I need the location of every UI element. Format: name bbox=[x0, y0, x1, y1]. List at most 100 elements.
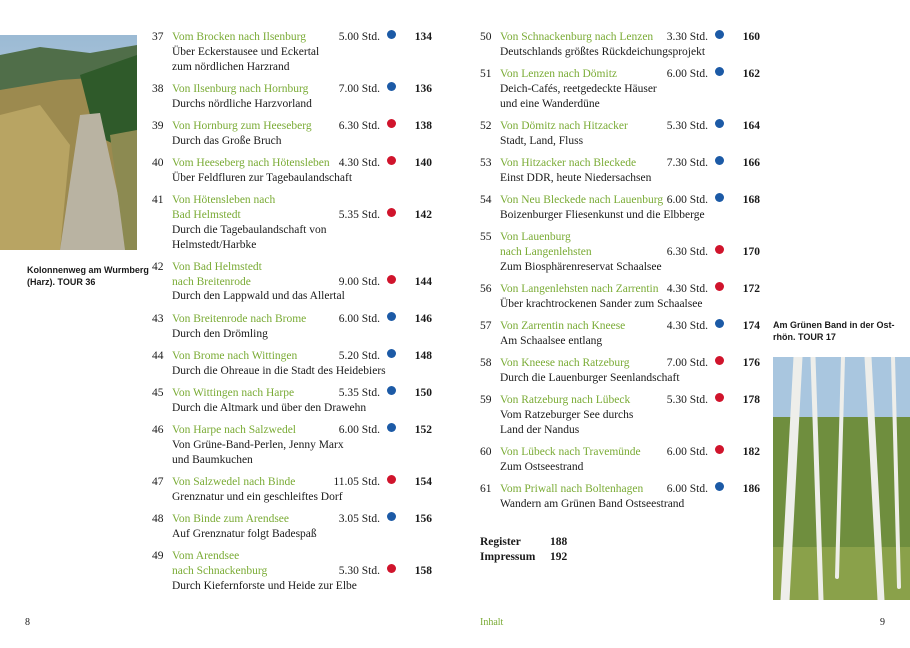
title-line: Von Neu Bleckede nach Lauenburg bbox=[500, 194, 664, 207]
photo-right bbox=[773, 357, 910, 600]
label: Register bbox=[480, 536, 521, 548]
tour-number: 44 bbox=[152, 349, 164, 362]
tour-title: Von Lenzen nach Dömitz bbox=[500, 67, 760, 82]
duration: 9.00 Std. bbox=[338, 275, 380, 288]
tour-meta: 4.30 Std. 174 bbox=[667, 319, 760, 334]
duration: 6.00 Std. bbox=[666, 483, 708, 496]
difficulty-dot bbox=[715, 319, 724, 329]
toc-entry: 56 Von Langenlehsten nach Zarrentin 4.30 S… bbox=[480, 282, 760, 312]
tour-meta: 7.00 Std. 176 bbox=[667, 356, 760, 371]
duration: 5.30 Std. bbox=[666, 119, 708, 132]
duration: 5.35 Std. bbox=[338, 208, 380, 221]
description-line: Durch die Altmark und über den Drawehn bbox=[172, 401, 367, 414]
toc-entry: 48 Von Binde zum Arendsee 3.05 Std. 156 Auf … bbox=[152, 511, 432, 542]
tour-title: Von Ilsenburg nach Hornburg bbox=[172, 82, 432, 97]
title-line: Von Zarrentin nach Kneese bbox=[500, 320, 626, 333]
tour-title: Von Kneese nach Ratzeburg bbox=[500, 356, 760, 371]
description-line: Durch die Ohreaue in die Stadt des Heide… bbox=[172, 364, 386, 377]
tour-description: Boizenburger Fliesenkunst und die Elbber… bbox=[500, 208, 760, 223]
page-number: 9 bbox=[880, 617, 885, 628]
title-line: Vom Brocken nach Ilsenburg bbox=[172, 31, 307, 43]
difficulty-dot bbox=[715, 244, 724, 254]
description-line: Über krachtrockenen Sander zum Schaalsee bbox=[500, 297, 703, 310]
page-number: 144 bbox=[414, 275, 432, 288]
tour-description: Durch die Altmark und über den Drawehn bbox=[172, 401, 432, 416]
difficulty-dot bbox=[715, 118, 724, 128]
toc-entry: 46 Von Harpe nach Salzwedel 6.00 Std. 152 Vo… bbox=[152, 422, 432, 467]
caption-left: Kolonnenweg am Wurmberg (Harz). TOUR 36 bbox=[27, 264, 149, 288]
description-line: Durchs nördliche Harzvorland bbox=[172, 97, 312, 110]
difficulty-dot bbox=[715, 282, 724, 292]
tour-number: 60 bbox=[480, 446, 492, 459]
description-line: Durch die Tagebaulandschaft von bbox=[172, 223, 327, 236]
toc-entry: 54 Von Neu Bleckede nach Lauenburg 6.00 St… bbox=[480, 193, 760, 223]
toc-entry: 53 Von Hitzacker nach Bleckede 7.30 Std. 16… bbox=[480, 155, 760, 186]
title-line: Bad Helmstedt bbox=[172, 208, 241, 221]
tour-number: 40 bbox=[152, 157, 164, 170]
duration: 6.00 Std. bbox=[338, 312, 380, 325]
difficulty-dot bbox=[715, 482, 724, 492]
tour-number: 59 bbox=[480, 394, 492, 407]
title-line: Von Schnackenburg nach Lenzen bbox=[500, 31, 654, 43]
duration: 5.20 Std. bbox=[338, 349, 380, 362]
tour-meta: 5.30 Std. 164 bbox=[666, 118, 760, 134]
toc-entry: 47 Von Salzwedel nach Binde 11.05 Std. 154 G… bbox=[152, 474, 432, 505]
title-line: nach Schnackenburg bbox=[172, 564, 268, 577]
tour-number: 51 bbox=[480, 68, 492, 81]
tour-description: Am Schaalsee entlang bbox=[500, 334, 760, 349]
page-number: 160 bbox=[742, 31, 760, 43]
tour-number: 38 bbox=[152, 82, 164, 95]
description-line: Grenznatur und ein geschleiftes Dorf bbox=[172, 490, 343, 503]
tour-title: Vom Brocken nach Ilsenburg bbox=[172, 30, 432, 45]
toc-entry: 44 Von Brome nach Wittingen 5.20 Std. 148 Du… bbox=[152, 348, 432, 379]
tour-number: 43 bbox=[152, 312, 164, 325]
tour-description: Durch die Tagebaulandschaft von Helmstedt… bbox=[172, 223, 432, 253]
tour-title: Vom Arendsee nach Schnackenburg bbox=[172, 549, 432, 579]
tour-number: 41 bbox=[152, 194, 164, 207]
tour-meta: 6.00 Std. 152 bbox=[339, 422, 432, 438]
description-line: Durch Kiefernforste und Heide zur Elbe bbox=[172, 579, 357, 592]
tour-description: Wandern am Grünen Band Ostseestrand bbox=[500, 497, 760, 512]
toc-entry: 60 Von Lübeck nach Travemünde 6.00 Std. 182… bbox=[480, 445, 760, 475]
title-line: Von Langenlehsten nach Zarrentin bbox=[500, 283, 659, 296]
toc-entry: 49 Vom Arendsee nach Schnackenburg 5.30 Std… bbox=[152, 549, 432, 593]
page-number: 142 bbox=[414, 208, 432, 221]
description-line: Am Schaalsee entlang bbox=[500, 335, 603, 348]
description-line: Einst DDR, heute Niedersachsen bbox=[500, 171, 652, 184]
title-line: Von Lauenburg bbox=[500, 231, 571, 244]
tour-description: Grenznatur und ein geschleiftes Dorf bbox=[172, 490, 432, 505]
description-line: Vom Ratzeburger See durchs bbox=[500, 409, 634, 422]
tour-meta: 6.00 Std. 186 bbox=[667, 482, 760, 497]
toc-entry: 52 Von Dömitz nach Hitzacker 5.30 Std. 164 S… bbox=[480, 118, 760, 149]
page-number: 186 bbox=[742, 483, 760, 496]
tour-meta: 6.00 Std. 168 bbox=[667, 193, 760, 208]
tour-meta: 5.20 Std. 148 bbox=[338, 348, 432, 364]
tour-meta: 6.00 Std. 162 bbox=[667, 66, 760, 82]
duration: 5.00 Std. bbox=[338, 31, 380, 43]
description-line: Über Eckerstausee und Eckertal bbox=[172, 45, 320, 58]
title-line: Von Hornburg zum Heeseberg bbox=[172, 119, 312, 132]
difficulty-dot bbox=[387, 348, 396, 358]
tour-title: Von Schnackenburg nach Lenzen bbox=[500, 30, 760, 45]
tour-number: 47 bbox=[152, 475, 164, 488]
tour-number: 61 bbox=[480, 483, 492, 496]
tour-title: Vom Heeseberg nach Hötensleben bbox=[172, 156, 432, 171]
tour-description: Über Eckerstausee und Eckertal zum nördli… bbox=[172, 45, 432, 75]
tour-meta: 5.30 Std. 158 bbox=[339, 563, 432, 579]
description-line: Über Feldfluren zur Tagebaulandschaft bbox=[172, 171, 353, 184]
title-line: Von Hitzacker nach Bleckede bbox=[500, 157, 637, 170]
tour-description: Durchs nördliche Harzvorland bbox=[172, 97, 432, 112]
page-number: 148 bbox=[414, 349, 432, 362]
tour-description: Auf Grenznatur folgt Badespaß bbox=[172, 527, 432, 542]
difficulty-dot bbox=[715, 66, 724, 76]
page-number: 178 bbox=[742, 394, 760, 407]
difficulty-dot bbox=[387, 563, 396, 573]
tour-description: Durch die Lauenburger Seenlandschaft bbox=[500, 371, 760, 386]
description-line: zum nördlichen Harzrand bbox=[172, 60, 290, 73]
duration: 6.30 Std. bbox=[338, 119, 380, 132]
tour-description: Deich-Cafés, reetgedeckte Häuser und eine… bbox=[500, 82, 760, 112]
title-line: Von Dömitz nach Hitzacker bbox=[500, 119, 628, 132]
duration: 3.30 Std. bbox=[666, 31, 708, 43]
description-line: Zum Ostseestrand bbox=[500, 461, 584, 474]
duration: 6.30 Std. bbox=[666, 246, 708, 259]
